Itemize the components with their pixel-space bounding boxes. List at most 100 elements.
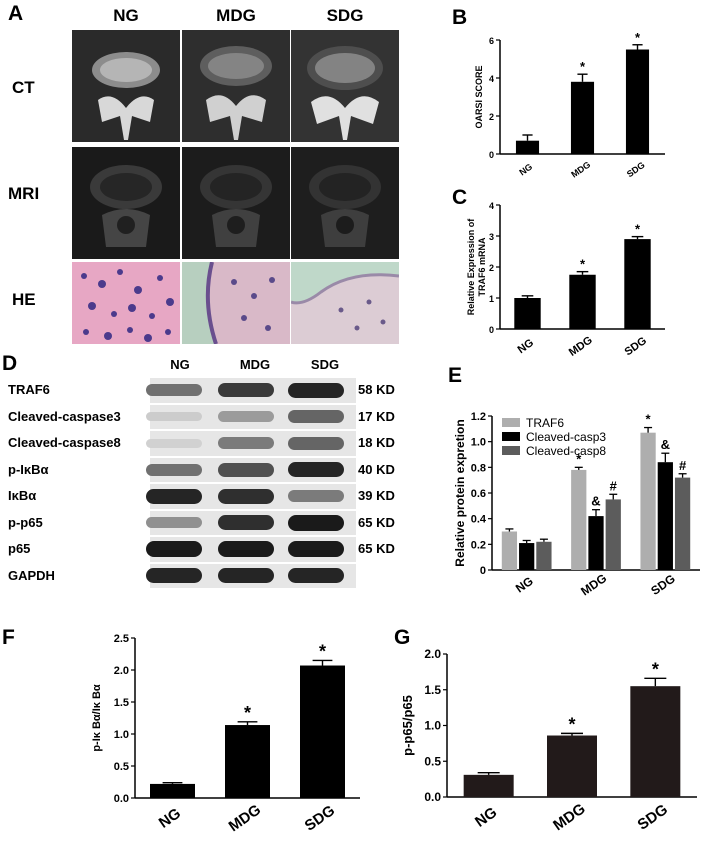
y-tick-label: 1 (489, 294, 494, 304)
wb-band (146, 541, 202, 558)
panel-a-row-mri: MRI (8, 184, 40, 203)
y-tick-label: 0.8 (471, 462, 486, 474)
panel-label-c: C (452, 186, 468, 209)
legend-label: TRAF6 (526, 416, 564, 430)
bar (571, 469, 587, 570)
x-tick-label: SDG (635, 801, 671, 834)
x-tick-label: SDG (623, 335, 649, 359)
bar (225, 725, 270, 798)
legend-swatch (502, 418, 520, 427)
legend-swatch (502, 432, 520, 441)
y-axis-label: Relative Expression of (466, 218, 476, 316)
wb-band (218, 462, 274, 477)
panel-label-e: E (448, 364, 463, 387)
chart-b: 0 2 4 6 OARSI SCORE NG * MDG * SDG (474, 30, 665, 180)
wb-row-label: GAPDH (8, 567, 55, 583)
wb-band (218, 568, 274, 584)
bar (547, 735, 597, 797)
wb-band (146, 568, 202, 584)
significance-mark: * (568, 714, 575, 734)
he-image-ng (72, 262, 180, 344)
wb-col-ng: NG (170, 357, 190, 372)
wb-band (288, 436, 344, 450)
bar (624, 239, 651, 329)
y-tick-label: 0.4 (471, 514, 487, 526)
he-image-mdg (182, 262, 290, 344)
mri-image-ng (72, 147, 180, 259)
wb-row-kd: 39 KD (358, 488, 395, 503)
x-tick-label: NG (517, 162, 534, 178)
significance-mark: * (244, 703, 251, 723)
mri-image-mdg (182, 147, 290, 259)
bar (536, 541, 552, 570)
bar (150, 783, 195, 798)
legend-label: Cleaved-casp3 (526, 430, 606, 444)
panel-label-a: A (8, 2, 24, 25)
y-tick-label: 0 (489, 150, 494, 160)
wb-row-label: Cleaved-caspase3 (8, 408, 121, 424)
significance-mark: # (610, 478, 618, 493)
bar (300, 665, 345, 798)
ct-image-ng (72, 30, 180, 142)
y-axis-label: Relative protein expretion (453, 419, 467, 566)
y-tick-label: 4 (489, 201, 494, 211)
chart-c: 0 1 2 3 4 Relative Expression of TRAF6 mRNA NG *… (466, 201, 665, 359)
wb-band (218, 515, 274, 531)
bar (514, 298, 541, 329)
y-tick-label: 1.2 (471, 411, 486, 423)
wb-col-mdg: MDG (239, 357, 271, 372)
chart-e: 0 0.2 0.4 0.6 0.8 1.0 1.2 Relative protein expr… (453, 411, 700, 598)
x-tick-label: MDG (550, 800, 588, 834)
bar (501, 531, 518, 570)
y-tick-label: 0.0 (114, 793, 129, 805)
legend-label: Cleaved-casp8 (526, 444, 606, 458)
y-tick-label: 1.0 (424, 719, 441, 733)
y-tick-label: 2.5 (114, 633, 129, 645)
y-tick-label: 4 (489, 74, 494, 84)
wb-band (146, 384, 202, 397)
wb-band (288, 490, 344, 503)
wb-band (288, 382, 344, 398)
y-tick-label: 2.0 (114, 665, 129, 677)
x-tick-label: MDG (569, 159, 592, 179)
y-tick-label: 0 (480, 565, 486, 577)
wb-row-kd: 65 KD (358, 541, 395, 556)
panel-a-col-sdg: SDG (326, 6, 364, 25)
y-tick-label: 0.2 (471, 539, 486, 551)
panel-label-d: D (2, 352, 18, 375)
wb-row-label: p65 (8, 541, 31, 556)
significance-mark: & (591, 494, 600, 509)
wb-row-kd: 18 KD (358, 435, 395, 450)
chart-g: 0.0 0.5 1.0 1.5 2.0 p-p65/p65 NG * MDG * SDG (400, 647, 697, 834)
panel-label-b: B (452, 6, 468, 29)
significance-mark: * (580, 257, 586, 272)
x-tick-label: NG (472, 804, 500, 831)
y-tick-label: 1.5 (424, 683, 441, 697)
y-tick-label: 1.5 (114, 697, 129, 709)
wb-row-label: p-p65 (8, 514, 43, 530)
bar (515, 140, 540, 154)
wb-band (218, 383, 274, 398)
bar (519, 543, 535, 570)
chart-f: 0.0 0.5 1.0 1.5 2.0 2.5 p-Iκ Bα/Iκ Bα NG * MDG * SD… (91, 633, 360, 835)
wb-row-label: IκBα (8, 488, 37, 503)
y-tick-label: 0.0 (424, 790, 441, 804)
bar (605, 499, 621, 570)
wb-band (146, 438, 202, 448)
significance-mark: * (576, 451, 582, 466)
bar (640, 432, 656, 570)
wb-band (218, 437, 274, 450)
panel-a-col-ng: NG (113, 6, 139, 25)
y-tick-label: 0 (489, 325, 494, 335)
y-axis-label: TRAF6 mRNA (477, 237, 487, 297)
y-axis-label: p-p65/p65 (400, 695, 415, 756)
bar (630, 686, 681, 797)
panel-a-row-he: HE (12, 290, 36, 309)
x-tick-label: MDG (567, 334, 595, 359)
y-tick-label: 0.5 (424, 754, 441, 768)
significance-mark: * (580, 59, 586, 74)
x-tick-label: NG (156, 805, 184, 832)
mri-image-sdg (291, 147, 399, 259)
y-tick-label: 0.5 (114, 761, 129, 773)
y-tick-label: 1.0 (114, 729, 129, 741)
